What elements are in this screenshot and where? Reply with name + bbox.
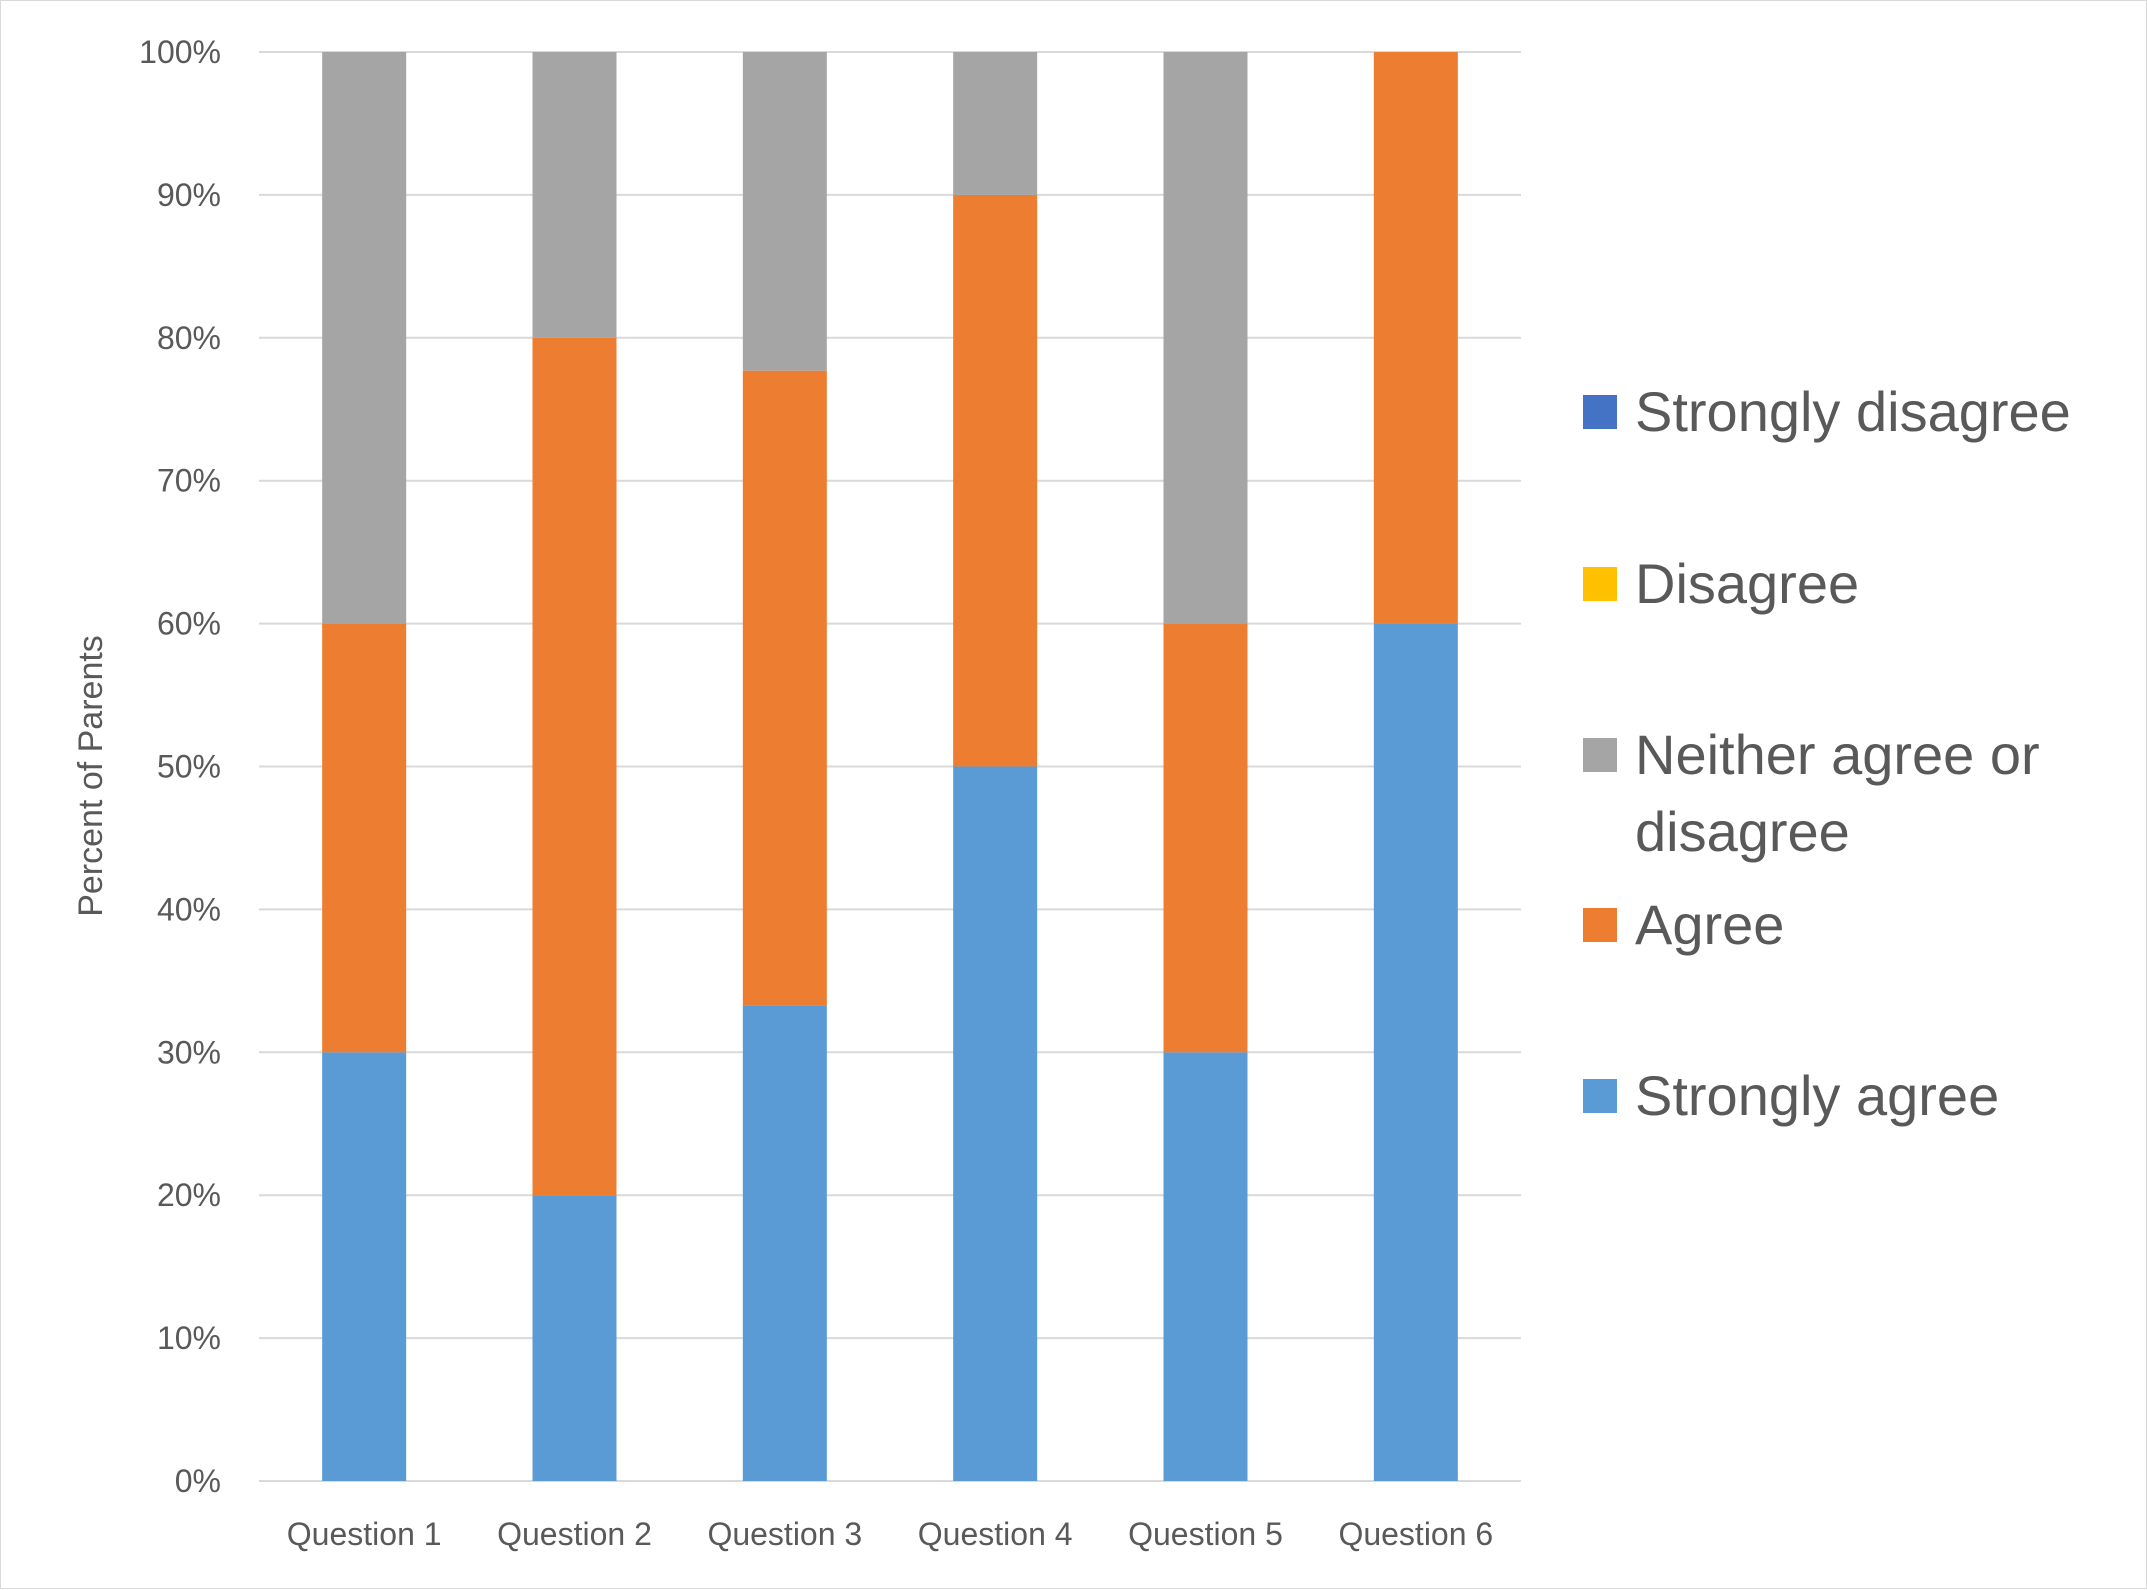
legend-label: Neither agree or bbox=[1635, 723, 2040, 786]
bars bbox=[322, 52, 1458, 1481]
legend-swatch bbox=[1583, 738, 1617, 772]
legend-label: Agree bbox=[1635, 893, 1784, 956]
legend-swatch bbox=[1583, 1079, 1617, 1113]
y-tick-label: 20% bbox=[157, 1177, 221, 1213]
bar-segment bbox=[532, 52, 617, 338]
bar-segment bbox=[1373, 623, 1458, 1481]
x-tick-label: Question 3 bbox=[707, 1516, 862, 1552]
bar-segment bbox=[1373, 52, 1458, 624]
legend-swatch bbox=[1583, 395, 1617, 429]
legend-label: Strongly agree bbox=[1635, 1064, 1999, 1127]
x-tick-label: Question 1 bbox=[287, 1516, 442, 1552]
bar-segment bbox=[532, 1195, 617, 1481]
bar-segment bbox=[742, 1005, 827, 1481]
y-tick-label: 100% bbox=[139, 34, 221, 70]
y-tick-label: 0% bbox=[175, 1463, 221, 1499]
y-tick-label: 60% bbox=[157, 606, 221, 642]
y-tick-label: 10% bbox=[157, 1320, 221, 1356]
bar-segment bbox=[953, 194, 1038, 767]
legend-label: Strongly disagree bbox=[1635, 380, 2071, 443]
bar-segment bbox=[742, 370, 827, 1006]
legend-swatch bbox=[1583, 908, 1617, 942]
y-tick-label: 30% bbox=[157, 1034, 221, 1070]
legend: Strongly disagree Disagree Neither agree o… bbox=[1583, 380, 2071, 1127]
y-axis-label: Percent of Parents bbox=[72, 635, 110, 917]
bar-segment bbox=[953, 52, 1038, 195]
y-tick-label: 80% bbox=[157, 320, 221, 356]
bar-segment bbox=[532, 337, 617, 1196]
bar-segment bbox=[322, 52, 407, 624]
x-tick-label: Question 2 bbox=[497, 1516, 652, 1552]
y-tick-label: 50% bbox=[157, 749, 221, 785]
bar-segment bbox=[322, 623, 407, 1053]
bar-segment bbox=[1163, 623, 1248, 1053]
legend-label: disagree bbox=[1635, 800, 1850, 863]
x-axis-ticks: Question 1 Question 2 Question 3 Question 4… bbox=[287, 1516, 1493, 1552]
gridlines bbox=[259, 51, 1521, 1482]
bar-segment bbox=[953, 766, 1038, 1481]
bar-segment bbox=[322, 1052, 407, 1481]
y-tick-label: 40% bbox=[157, 891, 221, 927]
x-tick-label: Question 5 bbox=[1128, 1516, 1283, 1552]
legend-swatch bbox=[1583, 567, 1617, 601]
x-tick-label: Question 6 bbox=[1338, 1516, 1493, 1552]
legend-label: Disagree bbox=[1635, 552, 1859, 615]
bar-segment bbox=[1163, 1052, 1248, 1481]
y-tick-label: 70% bbox=[157, 463, 221, 499]
bar-segment bbox=[742, 52, 827, 371]
y-axis-ticks: 0% 10% 20% 30% 40% 50% 60% 70% 80% 90% 100% bbox=[139, 34, 221, 1499]
x-tick-label: Question 4 bbox=[918, 1516, 1073, 1552]
y-tick-label: 90% bbox=[157, 177, 221, 213]
bar-segment bbox=[1163, 52, 1248, 624]
